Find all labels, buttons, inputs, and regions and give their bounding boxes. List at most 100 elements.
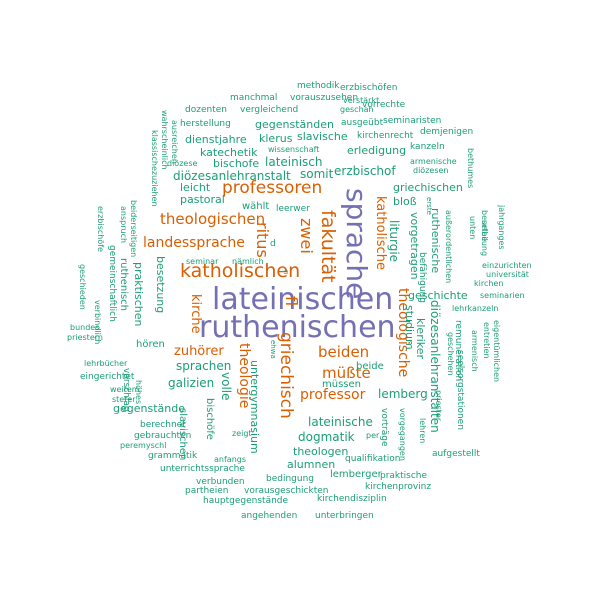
cloud-word: katholische (373, 196, 388, 270)
cloud-word: lateinischen (212, 282, 394, 317)
cloud-word: geschieden (78, 264, 87, 310)
cloud-word: griechischen (393, 181, 463, 194)
cloud-word: wahrscheinlich (160, 110, 169, 170)
cloud-word: lehrbücher (84, 359, 128, 368)
cloud-word: bundes (70, 323, 100, 332)
cloud-word: ehwa (269, 340, 277, 359)
cloud-word: vergleichend (240, 105, 299, 115)
cloud-word: lemberger (330, 469, 382, 480)
cloud-word: kirchenprovinz (365, 482, 432, 492)
cloud-word: kanzeln (410, 142, 445, 152)
cloud-word: praktischen (132, 262, 145, 327)
cloud-word: ruthenische (429, 208, 442, 274)
cloud-word: theologischen (160, 210, 266, 228)
cloud-word: zuhörer (174, 344, 224, 359)
cloud-word: entretien (482, 322, 491, 359)
cloud-word: sprache (340, 188, 373, 300)
cloud-word: gebrauchten (134, 431, 192, 441)
cloud-word: zwei (297, 218, 316, 254)
cloud-word: somit (300, 167, 334, 181)
cloud-word: manchmal (230, 93, 278, 103)
cloud-word: unten (468, 216, 477, 240)
cloud-word: erledigung (347, 144, 407, 157)
cloud-word: erzbischöfen (340, 83, 398, 93)
cloud-word: berechnet (140, 420, 186, 430)
cloud-word: professor (300, 387, 366, 403)
cloud-word: vorträge (379, 408, 389, 447)
cloud-word: gegenständen (255, 118, 334, 131)
cloud-word: griechisch (276, 332, 296, 419)
cloud-word: kirche (188, 294, 203, 334)
cloud-word: außerordentlichen (444, 210, 453, 284)
cloud-word: eigentümlichen (492, 320, 501, 383)
cloud-word: ausgeübt (341, 118, 384, 128)
cloud-word: verstärkt (343, 96, 380, 105)
cloud-word: vorgegangen (398, 408, 407, 461)
cloud-word: diözesanlehranstalt (173, 169, 291, 183)
cloud-word: einzurichten (482, 261, 532, 270)
cloud-word: anfangs (214, 455, 247, 464)
cloud-word: angehenden (241, 511, 298, 521)
cloud-word: beiden (318, 343, 370, 361)
cloud-word: bischofe (213, 157, 260, 170)
cloud-word: galizien (168, 376, 215, 390)
cloud-word: fl (282, 296, 301, 307)
cloud-word: leicht (180, 181, 211, 194)
cloud-word: klassischezuziehen (150, 130, 159, 207)
cloud-word: bedingung (266, 474, 315, 484)
cloud-word: diözese (167, 159, 198, 168)
cloud-word: vorauszusehen (290, 93, 359, 103)
cloud-word: müssen (322, 379, 361, 390)
cloud-word: qualifikation (345, 454, 401, 464)
cloud-word: per (366, 431, 380, 440)
cloud-word: bischöfe (204, 398, 215, 440)
cloud-word: höhes (134, 380, 143, 405)
cloud-word: unterbringen (315, 511, 374, 521)
cloud-word: liturgie (387, 220, 401, 263)
cloud-word: beide (356, 361, 384, 372)
cloud-word: steter (112, 395, 136, 404)
cloud-word: kirchen (474, 279, 504, 288)
cloud-word: ruthenisch (118, 258, 129, 312)
cloud-word: nämlich (232, 257, 264, 266)
cloud-word: dienstjahre (185, 133, 247, 146)
cloud-word: erste (425, 197, 433, 215)
cloud-word: seminar (186, 257, 219, 266)
cloud-word: beurteilung (480, 210, 489, 257)
cloud-word: bethumes (466, 148, 475, 189)
cloud-word: seminarien (480, 291, 525, 300)
cloud-word: hören (136, 339, 165, 350)
cloud-word: slavische (297, 130, 348, 143)
cloud-word: universität (486, 270, 529, 279)
cloud-word: geschehen (446, 332, 455, 376)
cloud-word: lehren (418, 418, 427, 444)
cloud-word: partheien (185, 486, 229, 496)
cloud-word: lemberg (378, 387, 428, 401)
cloud-word: demjenigen (420, 127, 474, 137)
cloud-word: leerwer (276, 204, 310, 214)
cloud-word: lateinische (308, 415, 373, 429)
cloud-word: eingerichtet (80, 372, 135, 382)
cloud-word: ritus (253, 222, 272, 258)
cloud-word: erzbischof (334, 164, 396, 178)
cloud-word: sprachen (176, 359, 232, 373)
cloud-word: armenische (410, 157, 457, 166)
cloud-word: peremyschl (120, 441, 167, 450)
cloud-word: beiderseitigen (129, 200, 138, 258)
cloud-word: n (282, 270, 290, 275)
cloud-word: gegenstände (113, 402, 185, 415)
cloud-word: dogmatik (298, 430, 355, 444)
cloud-word: katholischen (180, 260, 301, 282)
cloud-word: seminaristen (383, 116, 442, 126)
cloud-word: geschah (340, 105, 374, 114)
cloud-word: vorrechte (362, 100, 406, 110)
cloud-word: jahrganges (497, 205, 506, 250)
cloud-word: unterrichtssprache (160, 464, 245, 474)
cloud-word: wählt (242, 201, 270, 212)
cloud-word: landessprache (143, 235, 245, 251)
cloud-word: seelsorgstationen (455, 350, 465, 430)
cloud-word: volle (219, 372, 233, 401)
cloud-word: verbunden (196, 477, 245, 487)
cloud-word: kirchendisziplin (317, 494, 387, 504)
